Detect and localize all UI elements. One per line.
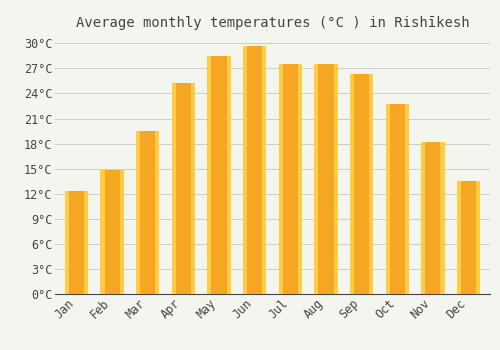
Bar [461, 181, 476, 294]
Bar [247, 46, 262, 294]
Bar [69, 191, 84, 294]
Bar [140, 131, 155, 294]
Bar [104, 170, 120, 294]
Bar [283, 64, 298, 294]
Bar [278, 64, 302, 294]
Bar [386, 104, 409, 294]
Bar [390, 104, 405, 294]
Bar [318, 64, 334, 294]
Bar [426, 142, 440, 294]
Bar [65, 191, 88, 294]
Bar [136, 131, 160, 294]
Bar [212, 56, 226, 294]
Bar [457, 181, 480, 294]
Bar [422, 142, 444, 294]
Bar [354, 74, 369, 294]
Bar [176, 83, 191, 294]
Bar [314, 64, 338, 294]
Bar [208, 56, 231, 294]
Title: Average monthly temperatures (°C ) in Rishīkesh: Average monthly temperatures (°C ) in Ri… [76, 16, 469, 30]
Bar [350, 74, 373, 294]
Bar [172, 83, 195, 294]
Bar [243, 46, 266, 294]
Bar [100, 170, 124, 294]
